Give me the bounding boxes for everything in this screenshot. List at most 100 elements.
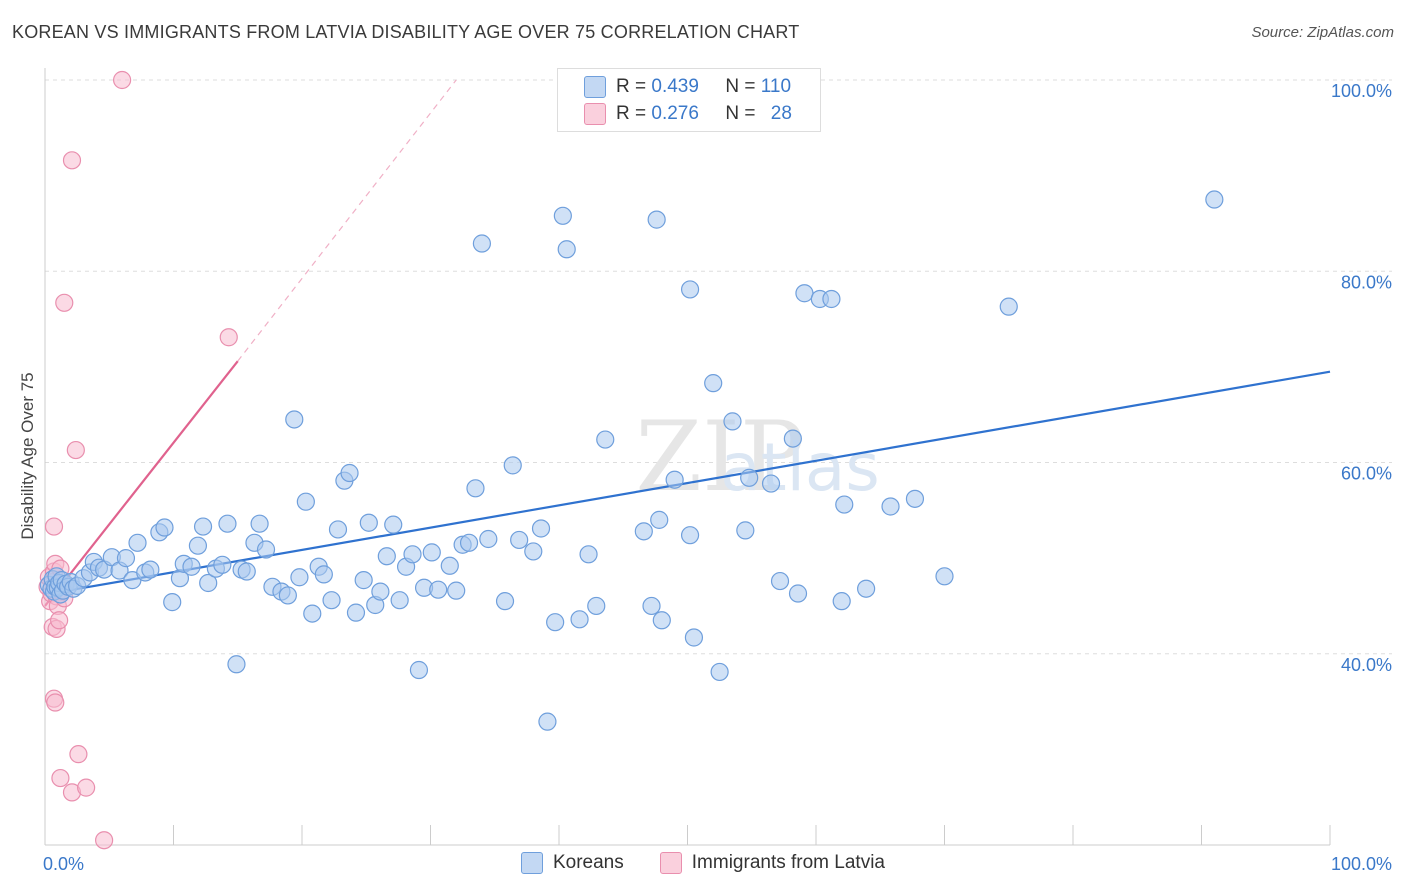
koreans-swatch: [520, 852, 543, 874]
koreans-point: [740, 468, 759, 487]
latvia-point: [44, 517, 64, 536]
koreans-point: [684, 628, 704, 647]
y-tick-label: 60.0%: [1341, 464, 1392, 484]
latvia-point: [77, 778, 96, 797]
legend-label-latvia: Immigrants from Latvia: [691, 852, 885, 873]
koreans-point: [557, 240, 576, 259]
latvia-point: [95, 831, 114, 850]
koreans-point: [761, 474, 781, 493]
koreans-point: [596, 430, 615, 449]
latvia-point: [219, 328, 238, 347]
koreans-point: [354, 571, 373, 590]
latvia-point: [66, 440, 85, 460]
koreans-point: [328, 520, 348, 539]
koreans-point: [546, 613, 565, 632]
watermark-zip: ZIP: [635, 401, 804, 513]
koreans-point: [710, 662, 729, 682]
koreans-point: [680, 526, 700, 545]
source-label: Source: ZipAtlas.com: [1251, 24, 1394, 41]
koreans-point: [510, 530, 529, 550]
koreans-point: [163, 593, 182, 612]
koreans-point: [182, 557, 201, 576]
koreans-point: [642, 596, 661, 616]
legend-r-value: 0.276: [651, 103, 699, 124]
y-tick-label: 100.0%: [1331, 81, 1392, 101]
koreans-point: [999, 297, 1018, 316]
koreans-point: [835, 495, 854, 514]
legend-label-koreans: Koreans: [552, 852, 624, 873]
koreans-point: [553, 206, 572, 225]
latvia-trend-line: [44, 360, 239, 607]
koreans-point: [403, 545, 422, 564]
koreans-point: [795, 284, 814, 303]
koreans-point: [429, 580, 448, 599]
koreans-point: [665, 470, 684, 489]
legend-r-label: R =: [616, 76, 652, 97]
koreans-point: [296, 492, 315, 511]
koreans-point: [371, 582, 390, 601]
latvia-trend-extension: [237, 79, 457, 362]
koreans-point: [290, 568, 309, 587]
latvia-point: [112, 70, 132, 90]
legend-row-koreans: R = 0.439 N = 110: [584, 75, 791, 99]
koreans-point: [466, 479, 485, 498]
latvia-point: [69, 745, 88, 764]
koreans-point: [788, 584, 808, 603]
tick-labels: 100.0% 80.0% 60.0% 40.0% 0.0% 100.0%: [43, 81, 1392, 874]
koreans-point: [303, 604, 322, 623]
koreans-point: [472, 234, 491, 253]
koreans-point: [579, 545, 598, 564]
legend-item-koreans[interactable]: Koreans: [520, 852, 624, 874]
koreans-point: [218, 514, 237, 533]
koreans-point: [857, 579, 876, 598]
latvia-point: [46, 693, 65, 712]
koreans-point: [409, 660, 429, 680]
koreans-point: [193, 517, 213, 536]
trend-lines: [44, 79, 1331, 607]
koreans-point: [1205, 190, 1224, 209]
latvia-point: [50, 611, 69, 630]
koreans-point: [199, 573, 218, 593]
y-tick-label: 80.0%: [1341, 272, 1392, 292]
koreans-point: [704, 374, 723, 393]
koreans-point: [647, 210, 666, 229]
koreans-point: [322, 591, 341, 610]
x-tick-label: 100.0%: [1331, 854, 1392, 874]
latvia-point: [62, 151, 82, 170]
koreans-point: [141, 560, 160, 579]
koreans-point: [377, 547, 396, 566]
koreans-point: [680, 280, 700, 299]
koreans-point: [422, 543, 441, 562]
chart-title: KOREAN VS IMMIGRANTS FROM LATVIA DISABIL…: [12, 22, 800, 42]
koreans-point: [188, 536, 208, 555]
y-tick-label: 40.0%: [1341, 655, 1392, 675]
koreans-swatch: [584, 76, 606, 98]
correlation-legend: R = 0.439 N = 110 R = 0.276 N = 28: [557, 68, 821, 132]
koreans-point: [495, 592, 515, 611]
koreans-point: [256, 540, 276, 559]
koreans-point: [905, 489, 925, 508]
series-legend: Koreans Immigrants from Latvia: [0, 852, 1406, 874]
latvia-point: [55, 293, 74, 312]
legend-item-latvia[interactable]: Immigrants from Latvia: [659, 852, 885, 874]
koreans-point: [770, 571, 790, 591]
koreans-point: [346, 603, 366, 622]
koreans-point: [227, 655, 246, 674]
koreans-point: [128, 533, 147, 552]
legend-r-label: R =: [616, 103, 652, 124]
koreans-point: [524, 542, 543, 561]
koreans-point: [314, 565, 333, 584]
koreans-point: [723, 412, 742, 431]
koreans-point: [390, 591, 409, 610]
koreans-trend-line: [44, 370, 1331, 596]
koreans-point: [213, 555, 232, 574]
legend-n-label: N =: [725, 103, 761, 124]
koreans-point: [116, 549, 136, 568]
koreans-point: [440, 556, 459, 575]
koreans-point: [459, 533, 479, 552]
koreans-point: [822, 289, 841, 309]
legend-n-value: 110: [760, 76, 792, 97]
latvia-swatch: [584, 103, 606, 125]
koreans-point: [736, 521, 755, 540]
